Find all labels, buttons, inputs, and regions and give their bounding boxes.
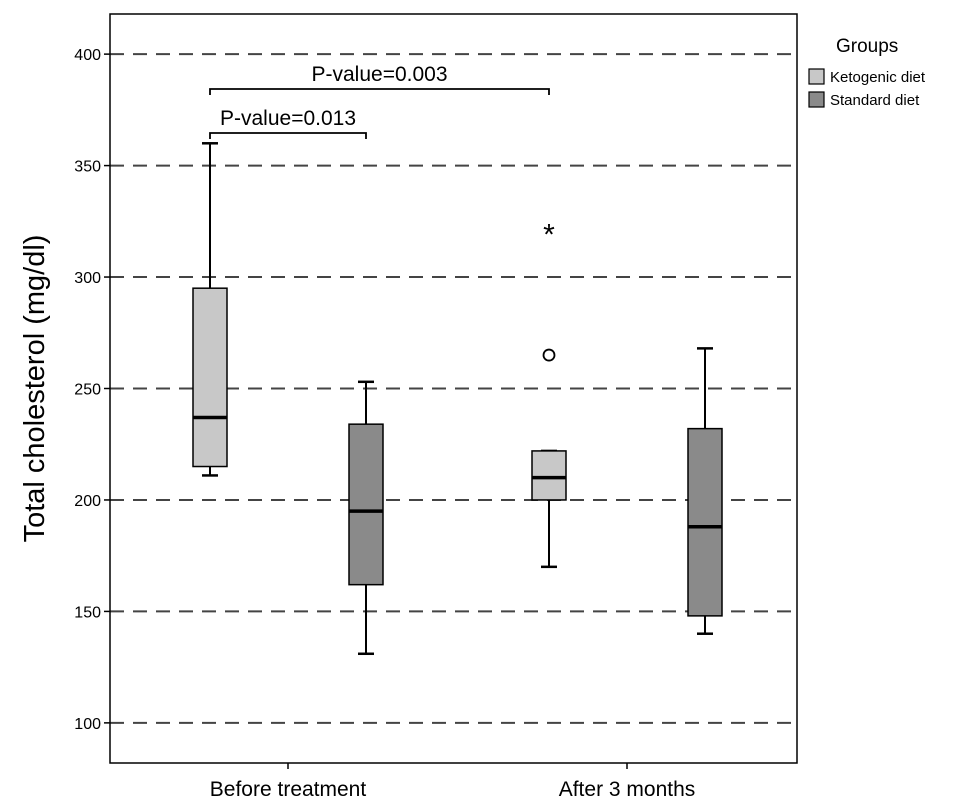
legend-title: Groups bbox=[836, 36, 898, 57]
legend: Groups Ketogenic diet Standard diet bbox=[808, 36, 926, 109]
y-axis-label: Total cholesterol (mg/dl) bbox=[19, 235, 51, 543]
y-tick-label-100: 100 bbox=[74, 716, 101, 733]
box-ketogenic-diet-before-treatment bbox=[192, 142, 228, 477]
x-tick-label-before-treatment: Before treatment bbox=[210, 778, 367, 801]
boxes: * bbox=[192, 142, 723, 656]
y-tick-label-250: 250 bbox=[74, 382, 101, 399]
y-tick-label-200: 200 bbox=[74, 493, 101, 510]
axes: 100 150 200 250 300 350 400 Before treatment Aft… bbox=[19, 13, 798, 801]
box-standard-diet-after-3-months bbox=[687, 347, 723, 635]
plot-frame bbox=[109, 13, 798, 764]
annotations: P-value=0.013 P-value=0.003 bbox=[209, 63, 550, 139]
y-tick-label-300: 300 bbox=[74, 270, 101, 287]
box-standard-diet-before-treatment bbox=[348, 380, 384, 656]
y-tick-label-350: 350 bbox=[74, 159, 101, 176]
outlier-ketogenic-diet-after-3-months-0 bbox=[542, 348, 556, 362]
box-ketogenic-diet-after-3-months: * bbox=[531, 218, 567, 569]
p-value-label-0: P-value=0.013 bbox=[220, 107, 356, 130]
p-value-label-1: P-value=0.003 bbox=[311, 63, 447, 86]
box-iqr-standard-diet-after-3-months bbox=[687, 427, 723, 617]
y-tick-label-400: 400 bbox=[74, 47, 101, 64]
legend-label-standard-diet: Standard diet bbox=[830, 92, 920, 109]
box-iqr-ketogenic-diet-after-3-months bbox=[531, 450, 567, 501]
legend-swatch-standard-diet bbox=[808, 91, 825, 108]
legend-label-ketogenic-diet: Ketogenic diet bbox=[830, 69, 926, 86]
bracket-line-0 bbox=[209, 132, 367, 139]
y-tick-label-150: 150 bbox=[74, 604, 101, 621]
legend-swatch-ketogenic-diet bbox=[808, 68, 825, 85]
bracket-line-1 bbox=[209, 88, 550, 95]
extreme-ketogenic-diet-after-3-months-0: * bbox=[543, 218, 555, 251]
x-tick-label-after-3-months: After 3 months bbox=[559, 778, 696, 801]
significance-bracket-1: P-value=0.003 bbox=[209, 63, 550, 95]
box-iqr-standard-diet-before-treatment bbox=[348, 423, 384, 586]
significance-bracket-0: P-value=0.013 bbox=[209, 107, 367, 139]
box-iqr-ketogenic-diet-before-treatment bbox=[192, 287, 228, 468]
